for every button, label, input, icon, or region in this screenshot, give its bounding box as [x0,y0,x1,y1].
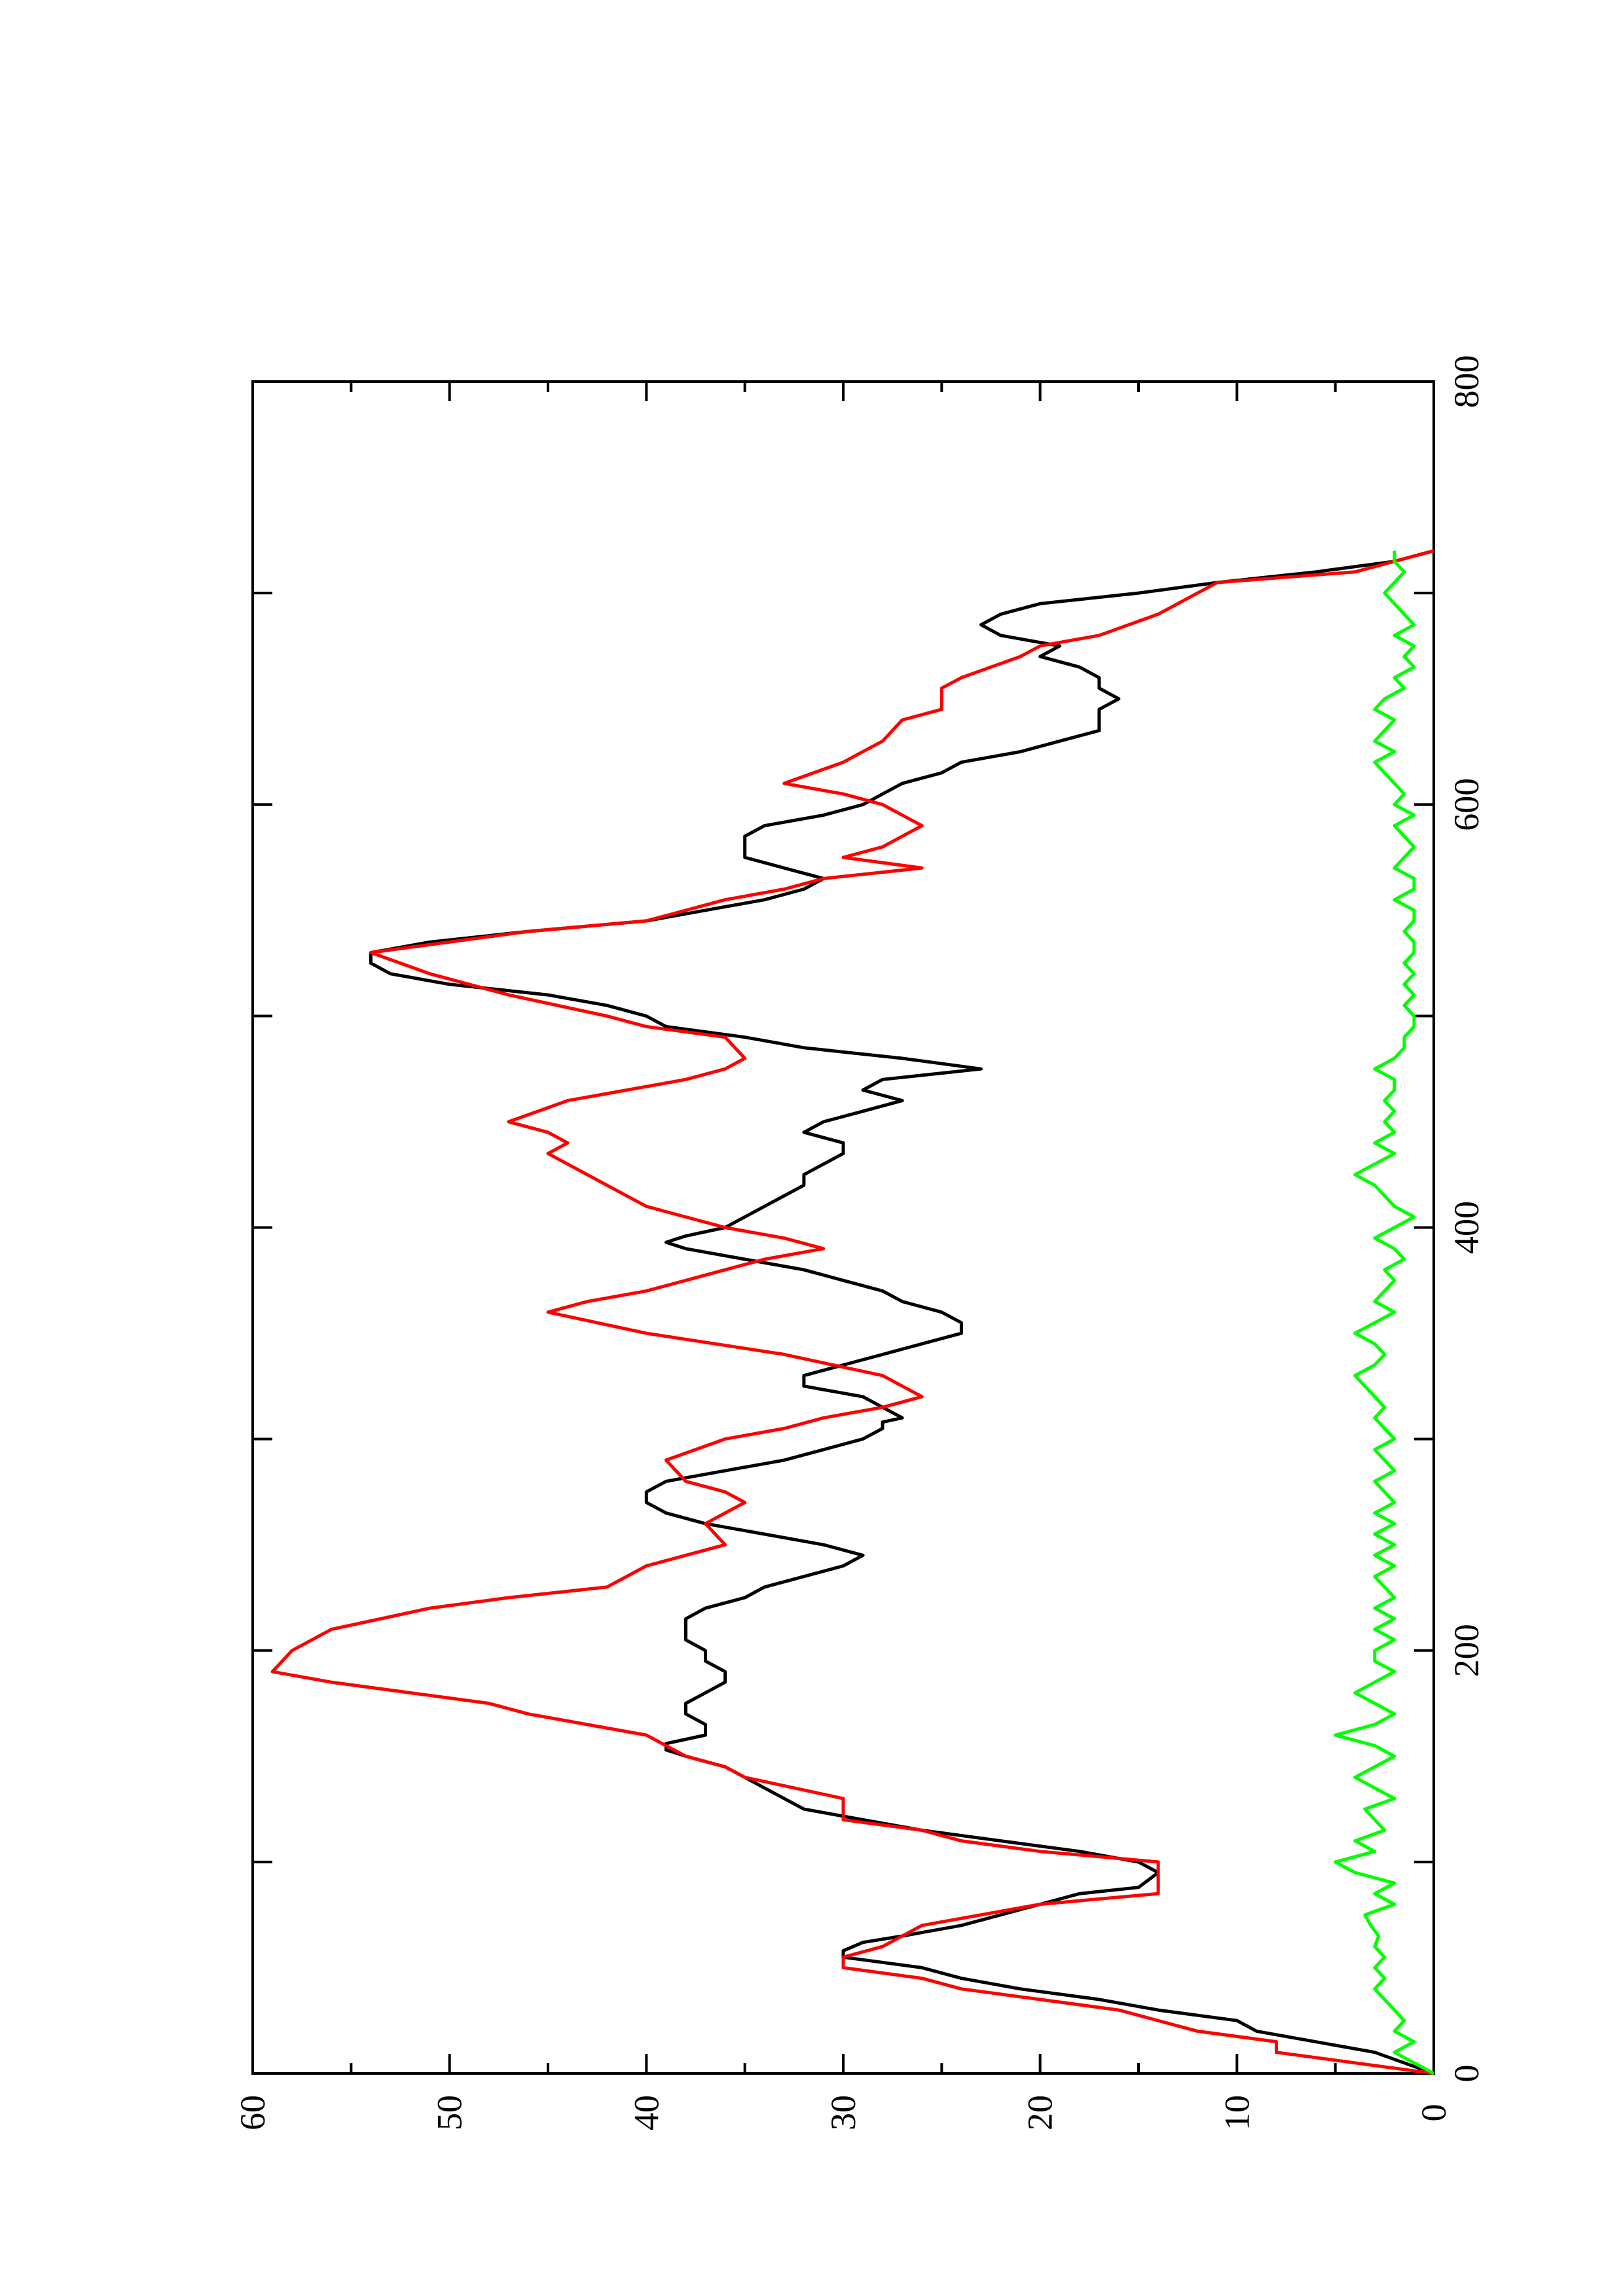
x-tick-label: 200 [1447,1624,1486,1677]
y-tick-label: 10 [1217,2095,1256,2130]
y-tick-label: 0 [1414,2104,1453,2122]
x-tick-label: 600 [1447,778,1486,831]
x-tick-label: 800 [1447,355,1486,408]
axis-ticks [251,380,1435,2075]
y-tick-label: 40 [627,2095,666,2130]
axis-tick-labels: 0 200 400 600 800 0 10 20 30 40 50 60 [233,355,1486,2131]
series-line-2 [270,549,1434,2075]
y-tick-label: 50 [430,2095,469,2130]
series-line-1 [369,549,1434,2075]
chart-series [270,549,1435,2075]
y-tick-label: 30 [824,2095,863,2130]
y-tick-label: 20 [1021,2095,1060,2130]
y-tick-label: 60 [233,2095,272,2130]
x-tick-label: 0 [1447,2065,1486,2083]
series-line-3 [1334,550,1435,2075]
x-tick-label: 400 [1447,1201,1486,1254]
